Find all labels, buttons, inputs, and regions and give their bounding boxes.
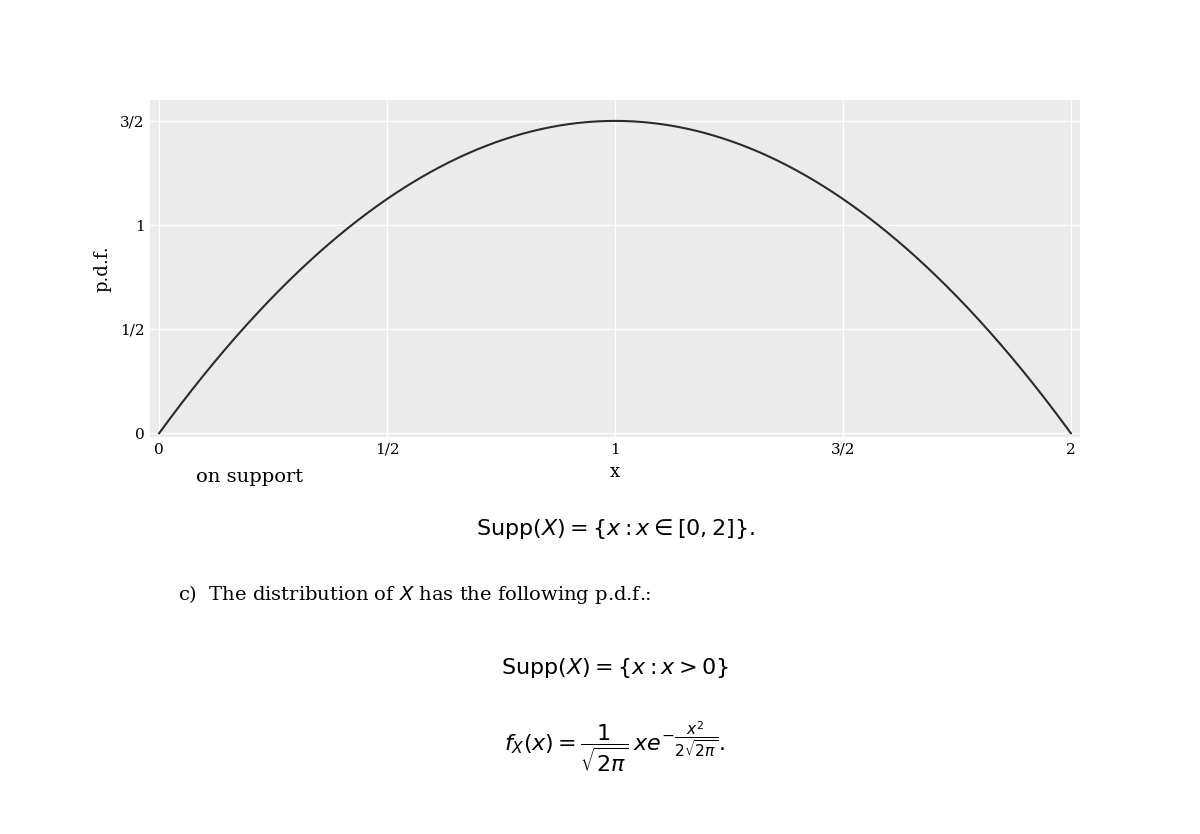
Text: c)  The distribution of $X$ has the following p.d.f.:: c) The distribution of $X$ has the follo… [178, 583, 650, 606]
Text: $f_X(x) = \dfrac{1}{\sqrt{2\pi}}\,xe^{-\dfrac{x^2}{2\sqrt{2\pi}}}.$: $f_X(x) = \dfrac{1}{\sqrt{2\pi}}\,xe^{-\… [504, 719, 726, 774]
Y-axis label: p.d.f.: p.d.f. [94, 245, 112, 292]
X-axis label: x: x [610, 463, 620, 480]
Text: $\mathrm{Supp}(X) = \{x : x \in [0,2]\}.$: $\mathrm{Supp}(X) = \{x : x \in [0,2]\}.… [475, 517, 755, 540]
Text: $\mathrm{Supp}(X) = \{x : x > 0\}$: $\mathrm{Supp}(X) = \{x : x > 0\}$ [502, 656, 728, 680]
Text: on support: on support [197, 468, 304, 485]
